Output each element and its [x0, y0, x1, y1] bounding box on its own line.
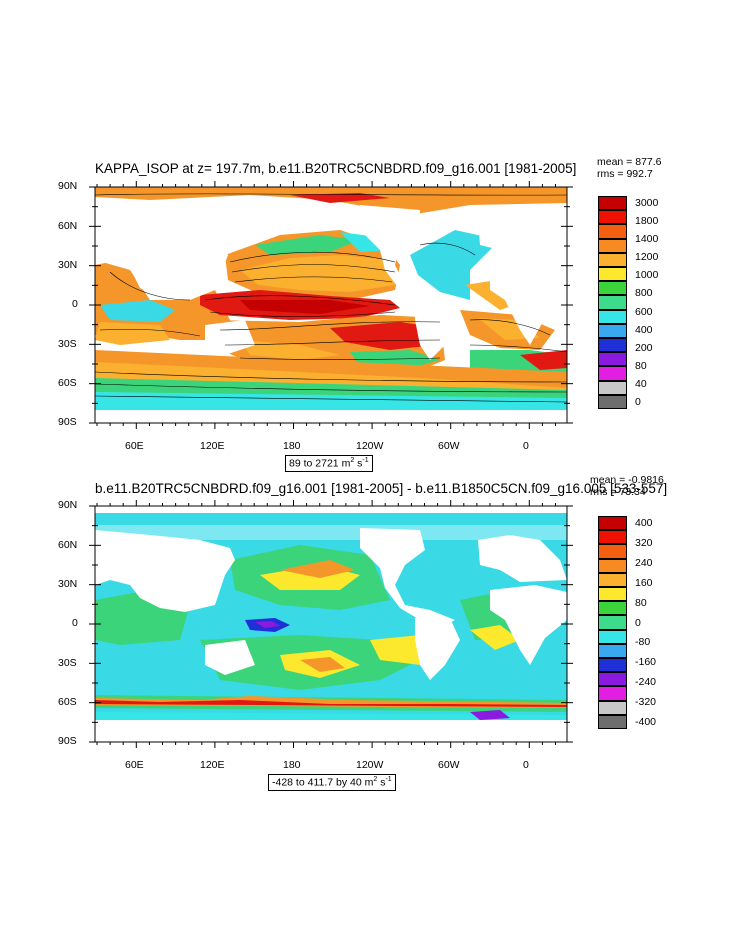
colorbar-swatch	[598, 714, 627, 729]
lon-label: 120E	[200, 759, 225, 771]
colorbar-swatch	[598, 352, 627, 367]
colorbar-swatch	[598, 516, 627, 531]
colorbar-label: -80	[635, 636, 651, 649]
colorbar-label: 80	[635, 596, 647, 609]
lon-label: 180	[283, 440, 301, 452]
colorbar-label: -240	[635, 676, 657, 689]
lon-label: 120W	[356, 440, 384, 452]
colorbar-label: -320	[635, 696, 657, 709]
colorbar-label: 3000	[635, 197, 659, 210]
colorbar-label: 800	[635, 287, 653, 300]
lat-label: 30N	[58, 578, 78, 590]
colorbar-swatch	[598, 700, 627, 715]
units-base: m	[341, 457, 351, 470]
panel1-rms: rms = 992.7	[597, 168, 653, 180]
colorbar-swatch	[598, 210, 627, 225]
colorbar-swatch	[598, 338, 627, 353]
panel2-rms: rms = 73.34	[590, 486, 646, 498]
colorbar-label: 40	[635, 377, 647, 390]
colorbar-swatch	[598, 252, 627, 267]
colorbar-swatch	[598, 643, 627, 658]
colorbar-swatch	[598, 686, 627, 701]
colorbar-swatch	[598, 196, 627, 211]
lat-label: 90N	[58, 499, 78, 511]
colorbar-label: -160	[635, 656, 657, 669]
colorbar-swatch	[598, 309, 627, 324]
lon-label: 0	[523, 759, 529, 771]
colorbar-label: 600	[635, 305, 653, 318]
colorbar-swatch	[598, 558, 627, 573]
colorbar-swatch	[598, 530, 627, 545]
colorbar-label: -400	[635, 715, 657, 728]
colorbar-swatch	[598, 601, 627, 616]
colorbar-label: 1200	[635, 251, 659, 264]
panel2-mean: mean = -0.9816	[590, 474, 664, 486]
lat-label: 0	[72, 617, 78, 629]
lat-label: 30S	[58, 657, 77, 669]
lon-label: 120E	[200, 440, 225, 452]
colorbar-swatch	[598, 323, 627, 338]
units-tail-exp: -1	[385, 776, 392, 783]
colorbar-swatch	[598, 281, 627, 296]
colorbar-swatch	[598, 238, 627, 253]
lat-label: 90S	[58, 416, 77, 428]
colorbar-label: 0	[635, 616, 641, 629]
colorbar-label: 1000	[635, 269, 659, 282]
colorbar-swatch	[598, 587, 627, 602]
range-text: 89 to 2721	[289, 457, 339, 470]
colorbar-swatch	[598, 267, 627, 282]
lon-label: 60E	[125, 440, 144, 452]
colorbar-swatch	[598, 394, 627, 409]
panel2-title: b.e11.B20TRC5CNBDRD.f09_g16.001 [1981-20…	[95, 481, 668, 496]
range-text: -428 to 411.7 by 40	[272, 776, 362, 789]
colorbar-label: 0	[635, 395, 641, 408]
colorbar-swatch	[598, 544, 627, 559]
lon-label: 60E	[125, 759, 144, 771]
units-base: m	[364, 776, 374, 789]
colorbar-label: 160	[635, 576, 653, 589]
units-exp: 2	[373, 776, 378, 783]
lon-label: 120W	[356, 759, 384, 771]
lat-label: 60N	[58, 539, 78, 551]
panel1-title: KAPPA_ISOP at z= 197.7m, b.e11.B20TRC5CN…	[95, 161, 577, 176]
lon-label: 0	[523, 440, 529, 452]
lat-label: 90S	[58, 735, 77, 747]
units-exp: 2	[350, 457, 355, 464]
colorbar-label: 400	[635, 323, 653, 336]
colorbar-label: 1400	[635, 233, 659, 246]
panel1-mean: mean = 877.6	[597, 156, 662, 168]
lat-label: 90N	[58, 180, 78, 192]
lon-label: 60W	[438, 759, 460, 771]
colorbar-label: 320	[635, 536, 653, 549]
colorbar-swatch	[598, 672, 627, 687]
colorbar-label: 400	[635, 517, 653, 530]
lat-label: 30S	[58, 338, 77, 350]
lat-label: 30N	[58, 259, 78, 271]
lon-label: 60W	[438, 440, 460, 452]
colorbar-label: 200	[635, 341, 653, 354]
colorbar-label: 80	[635, 359, 647, 372]
units-tail-exp: -1	[362, 457, 369, 464]
colorbar-swatch	[598, 572, 627, 587]
lat-label: 0	[72, 298, 78, 310]
lon-label: 180	[283, 759, 301, 771]
units-tail: s	[380, 776, 386, 789]
units-tail: s	[357, 457, 363, 470]
colorbar-swatch	[598, 380, 627, 395]
colorbar-label: 1800	[635, 215, 659, 228]
colorbar-swatch	[598, 295, 627, 310]
lat-label: 60S	[58, 696, 77, 708]
colorbar-label: 240	[635, 556, 653, 569]
colorbar-swatch	[598, 658, 627, 673]
lat-label: 60S	[58, 377, 77, 389]
colorbar-swatch	[598, 224, 627, 239]
colorbar-swatch	[598, 366, 627, 381]
colorbar-swatch	[598, 629, 627, 644]
colorbar-swatch	[598, 615, 627, 630]
panel1-range-box: 89 to 2721 m2 s-1	[285, 455, 373, 472]
lat-label: 60N	[58, 220, 78, 232]
panel2-range-box: -428 to 411.7 by 40 m2 s-1	[268, 774, 396, 791]
